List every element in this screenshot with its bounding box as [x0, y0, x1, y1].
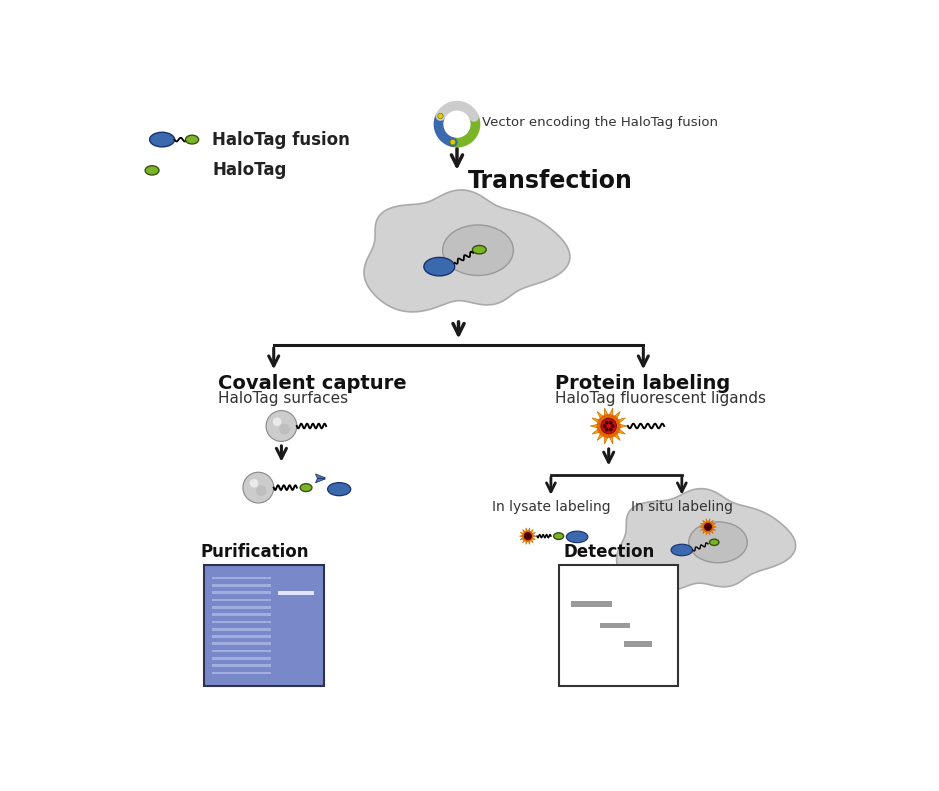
Bar [211, 599, 271, 601]
Bar [211, 621, 271, 623]
Ellipse shape [328, 483, 351, 496]
Ellipse shape [146, 166, 159, 175]
Circle shape [704, 524, 712, 531]
Polygon shape [364, 190, 570, 312]
Circle shape [450, 139, 455, 145]
Polygon shape [700, 519, 716, 536]
Circle shape [279, 424, 290, 434]
Polygon shape [316, 478, 325, 483]
Polygon shape [617, 489, 795, 592]
Circle shape [708, 525, 712, 529]
Ellipse shape [671, 544, 693, 556]
Bar [211, 672, 271, 675]
Text: HaloTag fusion: HaloTag fusion [212, 131, 350, 149]
Circle shape [524, 534, 528, 538]
Text: Covalent capture: Covalent capture [218, 374, 407, 393]
Text: In lysate labeling: In lysate labeling [492, 500, 610, 514]
Ellipse shape [710, 539, 719, 546]
Text: HaloTag surfaces: HaloTag surfaces [218, 392, 348, 407]
Polygon shape [519, 528, 536, 544]
Ellipse shape [423, 257, 454, 276]
Ellipse shape [149, 132, 175, 147]
Circle shape [527, 536, 531, 539]
Bar [211, 642, 271, 645]
Circle shape [605, 421, 608, 425]
Circle shape [525, 532, 529, 536]
Circle shape [704, 525, 708, 529]
Bar [211, 664, 271, 667]
Circle shape [528, 534, 531, 538]
Text: In situ labeling: In situ labeling [631, 500, 732, 514]
Ellipse shape [566, 531, 588, 543]
Ellipse shape [554, 533, 563, 539]
Polygon shape [591, 408, 627, 444]
Circle shape [250, 479, 258, 487]
Circle shape [608, 421, 612, 425]
Circle shape [605, 428, 608, 431]
Bar [211, 649, 271, 653]
Circle shape [702, 521, 714, 532]
Circle shape [705, 524, 709, 527]
Text: Detection: Detection [563, 543, 654, 561]
Circle shape [243, 472, 274, 503]
Circle shape [256, 486, 267, 496]
Circle shape [522, 531, 533, 542]
Ellipse shape [186, 135, 199, 144]
Bar [211, 584, 271, 587]
Ellipse shape [442, 225, 514, 275]
Text: HaloTag: HaloTag [212, 161, 286, 180]
Ellipse shape [300, 483, 312, 491]
Bar [211, 657, 271, 660]
Circle shape [527, 532, 531, 536]
Circle shape [273, 418, 282, 426]
Circle shape [440, 108, 473, 141]
Bar [571, 601, 612, 607]
Ellipse shape [688, 522, 747, 562]
Text: Transfection: Transfection [468, 168, 633, 193]
Bar [600, 623, 630, 629]
Text: Purification: Purification [200, 543, 309, 561]
Bar [211, 628, 271, 630]
Polygon shape [316, 474, 325, 479]
Circle shape [438, 113, 443, 119]
Bar [211, 592, 271, 594]
Circle shape [603, 424, 607, 428]
Circle shape [707, 524, 711, 527]
Text: Protein labeling: Protein labeling [555, 374, 730, 393]
Circle shape [610, 424, 615, 428]
Bar [211, 606, 271, 608]
Text: HaloTag fluorescent ligands: HaloTag fluorescent ligands [555, 392, 766, 407]
Circle shape [705, 527, 709, 531]
Circle shape [266, 411, 297, 441]
Bar [559, 565, 678, 687]
Circle shape [707, 527, 711, 531]
Circle shape [601, 418, 616, 433]
Bar [205, 565, 324, 687]
Bar [211, 613, 271, 616]
Bar [279, 592, 315, 595]
Circle shape [596, 414, 621, 438]
Text: Vector encoding the HaloTag fusion: Vector encoding the HaloTag fusion [482, 116, 717, 129]
Circle shape [437, 104, 477, 144]
Circle shape [608, 428, 612, 431]
Circle shape [525, 536, 529, 539]
Bar [211, 577, 271, 580]
Circle shape [524, 532, 531, 539]
Bar [211, 635, 271, 638]
Bar [624, 642, 652, 647]
Ellipse shape [472, 245, 486, 254]
